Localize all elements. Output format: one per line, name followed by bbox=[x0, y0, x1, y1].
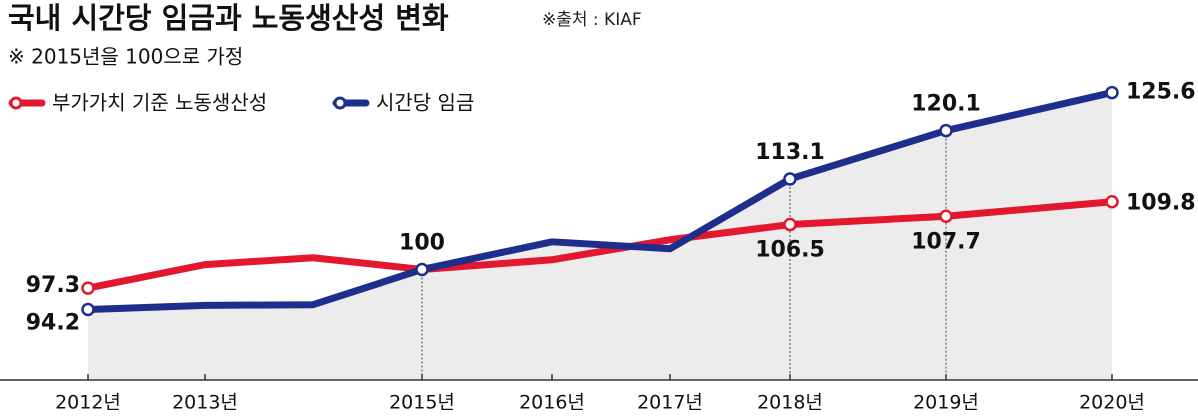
data-label: 109.8 bbox=[1126, 191, 1196, 216]
data-label: 100 bbox=[399, 230, 445, 255]
data-label: 94.2 bbox=[26, 311, 80, 336]
point bbox=[939, 209, 953, 224]
point bbox=[939, 123, 953, 138]
x-tick-label: 2017년 bbox=[637, 392, 703, 414]
point bbox=[415, 262, 429, 277]
data-label: 106.5 bbox=[755, 238, 825, 263]
legend: 부가가치 기준 노동생산성 시간당 임금 bbox=[8, 91, 474, 115]
legend-label: 시간당 임금 bbox=[376, 91, 474, 115]
chart-title: 국내 시간당 임금과 노동생산성 변화 bbox=[8, 1, 449, 35]
series-line bbox=[87, 198, 1113, 292]
source: ※출처 : KIAF bbox=[542, 10, 642, 30]
plot: 2012년 2013년 2015년 2016년 2017년 2018년 2019년 2020년… bbox=[0, 80, 1198, 414]
point bbox=[81, 281, 95, 295]
legend-marker bbox=[9, 96, 23, 110]
x-tick-label: 2015년 bbox=[389, 392, 455, 414]
data-label: 107.7 bbox=[911, 229, 981, 254]
data-label: 120.1 bbox=[911, 92, 981, 117]
series-line bbox=[87, 89, 1113, 314]
data-label: 113.1 bbox=[755, 140, 825, 165]
legend-label: 부가가치 기준 노동생산성 bbox=[52, 91, 267, 115]
x-tick-label: 2019년 bbox=[913, 392, 979, 414]
subtitle: ※ 2015년을 100으로 가정 bbox=[8, 45, 243, 69]
x-tick-label: 2018년 bbox=[757, 392, 823, 414]
point bbox=[1105, 194, 1119, 209]
x-tick-label: 2012년 bbox=[55, 392, 121, 414]
x-tick-label: 2013년 bbox=[172, 392, 238, 414]
area bbox=[88, 92, 1112, 380]
legend-marker bbox=[333, 96, 347, 110]
point bbox=[783, 217, 797, 232]
point bbox=[783, 172, 797, 186]
data-label: 125.6 bbox=[1126, 80, 1196, 105]
x-tick-label: 2016년 bbox=[519, 392, 585, 414]
data-label: 97.3 bbox=[26, 273, 80, 298]
point bbox=[81, 302, 95, 317]
point bbox=[1105, 85, 1119, 100]
x-tick-label: 2020년 bbox=[1079, 392, 1145, 414]
